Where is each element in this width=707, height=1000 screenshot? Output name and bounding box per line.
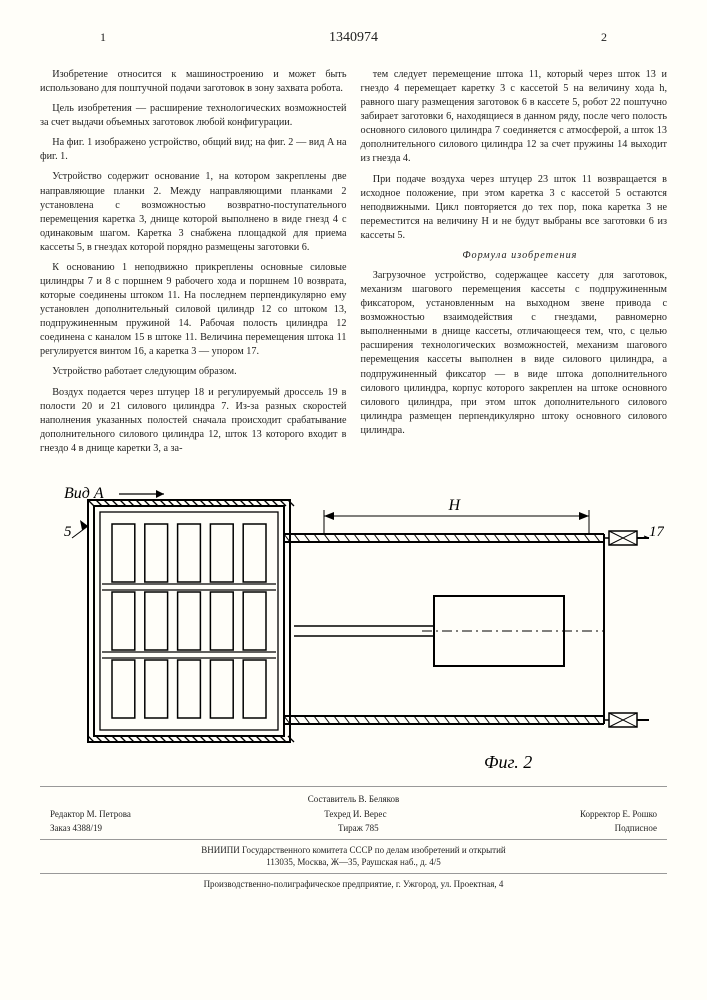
footer-order: Заказ 4388/19 [50, 822, 102, 835]
svg-text:H: H [447, 497, 461, 514]
svg-text:17: 17 [649, 524, 664, 540]
footer-editor: Редактор М. Петрова [50, 808, 131, 821]
footer-compiler: Составитель В. Беляков [40, 793, 667, 806]
figure-2: Вид A517HФиг. 2 [40, 476, 667, 776]
para: Воздух подается через штуцер 18 и регули… [40, 386, 347, 456]
footer-tirage: Тираж 785 [338, 822, 379, 835]
patent-number: 1340974 [329, 30, 378, 46]
para: Изобретение относится к машиностроению и… [40, 68, 347, 96]
svg-text:Фиг. 2: Фиг. 2 [484, 752, 532, 772]
para: К основанию 1 неподвижно прикреплены осн… [40, 261, 347, 360]
footer-signed: Подписное [615, 822, 657, 835]
formula-title: Формула изобретения [361, 249, 668, 263]
footer-printer: Производственно-полиграфическое предприя… [40, 873, 667, 891]
right-column: тем следует перемещение штока 11, которы… [361, 68, 668, 462]
page-num-left: 1 [100, 30, 106, 45]
footer-address: 113035, Москва, Ж—35, Раушская наб., д. … [40, 856, 667, 869]
text-columns: Изобретение относится к машиностроению и… [40, 68, 667, 462]
svg-text:5: 5 [64, 524, 72, 540]
para: тем следует перемещение штока 11, которы… [361, 68, 668, 167]
para: На фиг. 1 изображено устройство, общий в… [40, 136, 347, 164]
para: Цель изобретения — расширение технологич… [40, 102, 347, 130]
page-num-right: 2 [601, 30, 607, 45]
para: Загрузочное устройство, содержащее кассе… [361, 269, 668, 438]
para: Устройство работает следующим образом. [40, 365, 347, 379]
footer-org: ВНИИПИ Государственного комитета СССР по… [40, 844, 667, 857]
left-column: Изобретение относится к машиностроению и… [40, 68, 347, 462]
footer: Составитель В. Беляков Редактор М. Петро… [40, 786, 667, 891]
para: При подаче воздуха через штуцер 23 шток … [361, 173, 668, 243]
para: Устройство содержит основание 1, на кото… [40, 170, 347, 254]
footer-corrector: Корректор Е. Рошко [580, 808, 657, 821]
footer-tech: Техред И. Верес [324, 808, 386, 821]
